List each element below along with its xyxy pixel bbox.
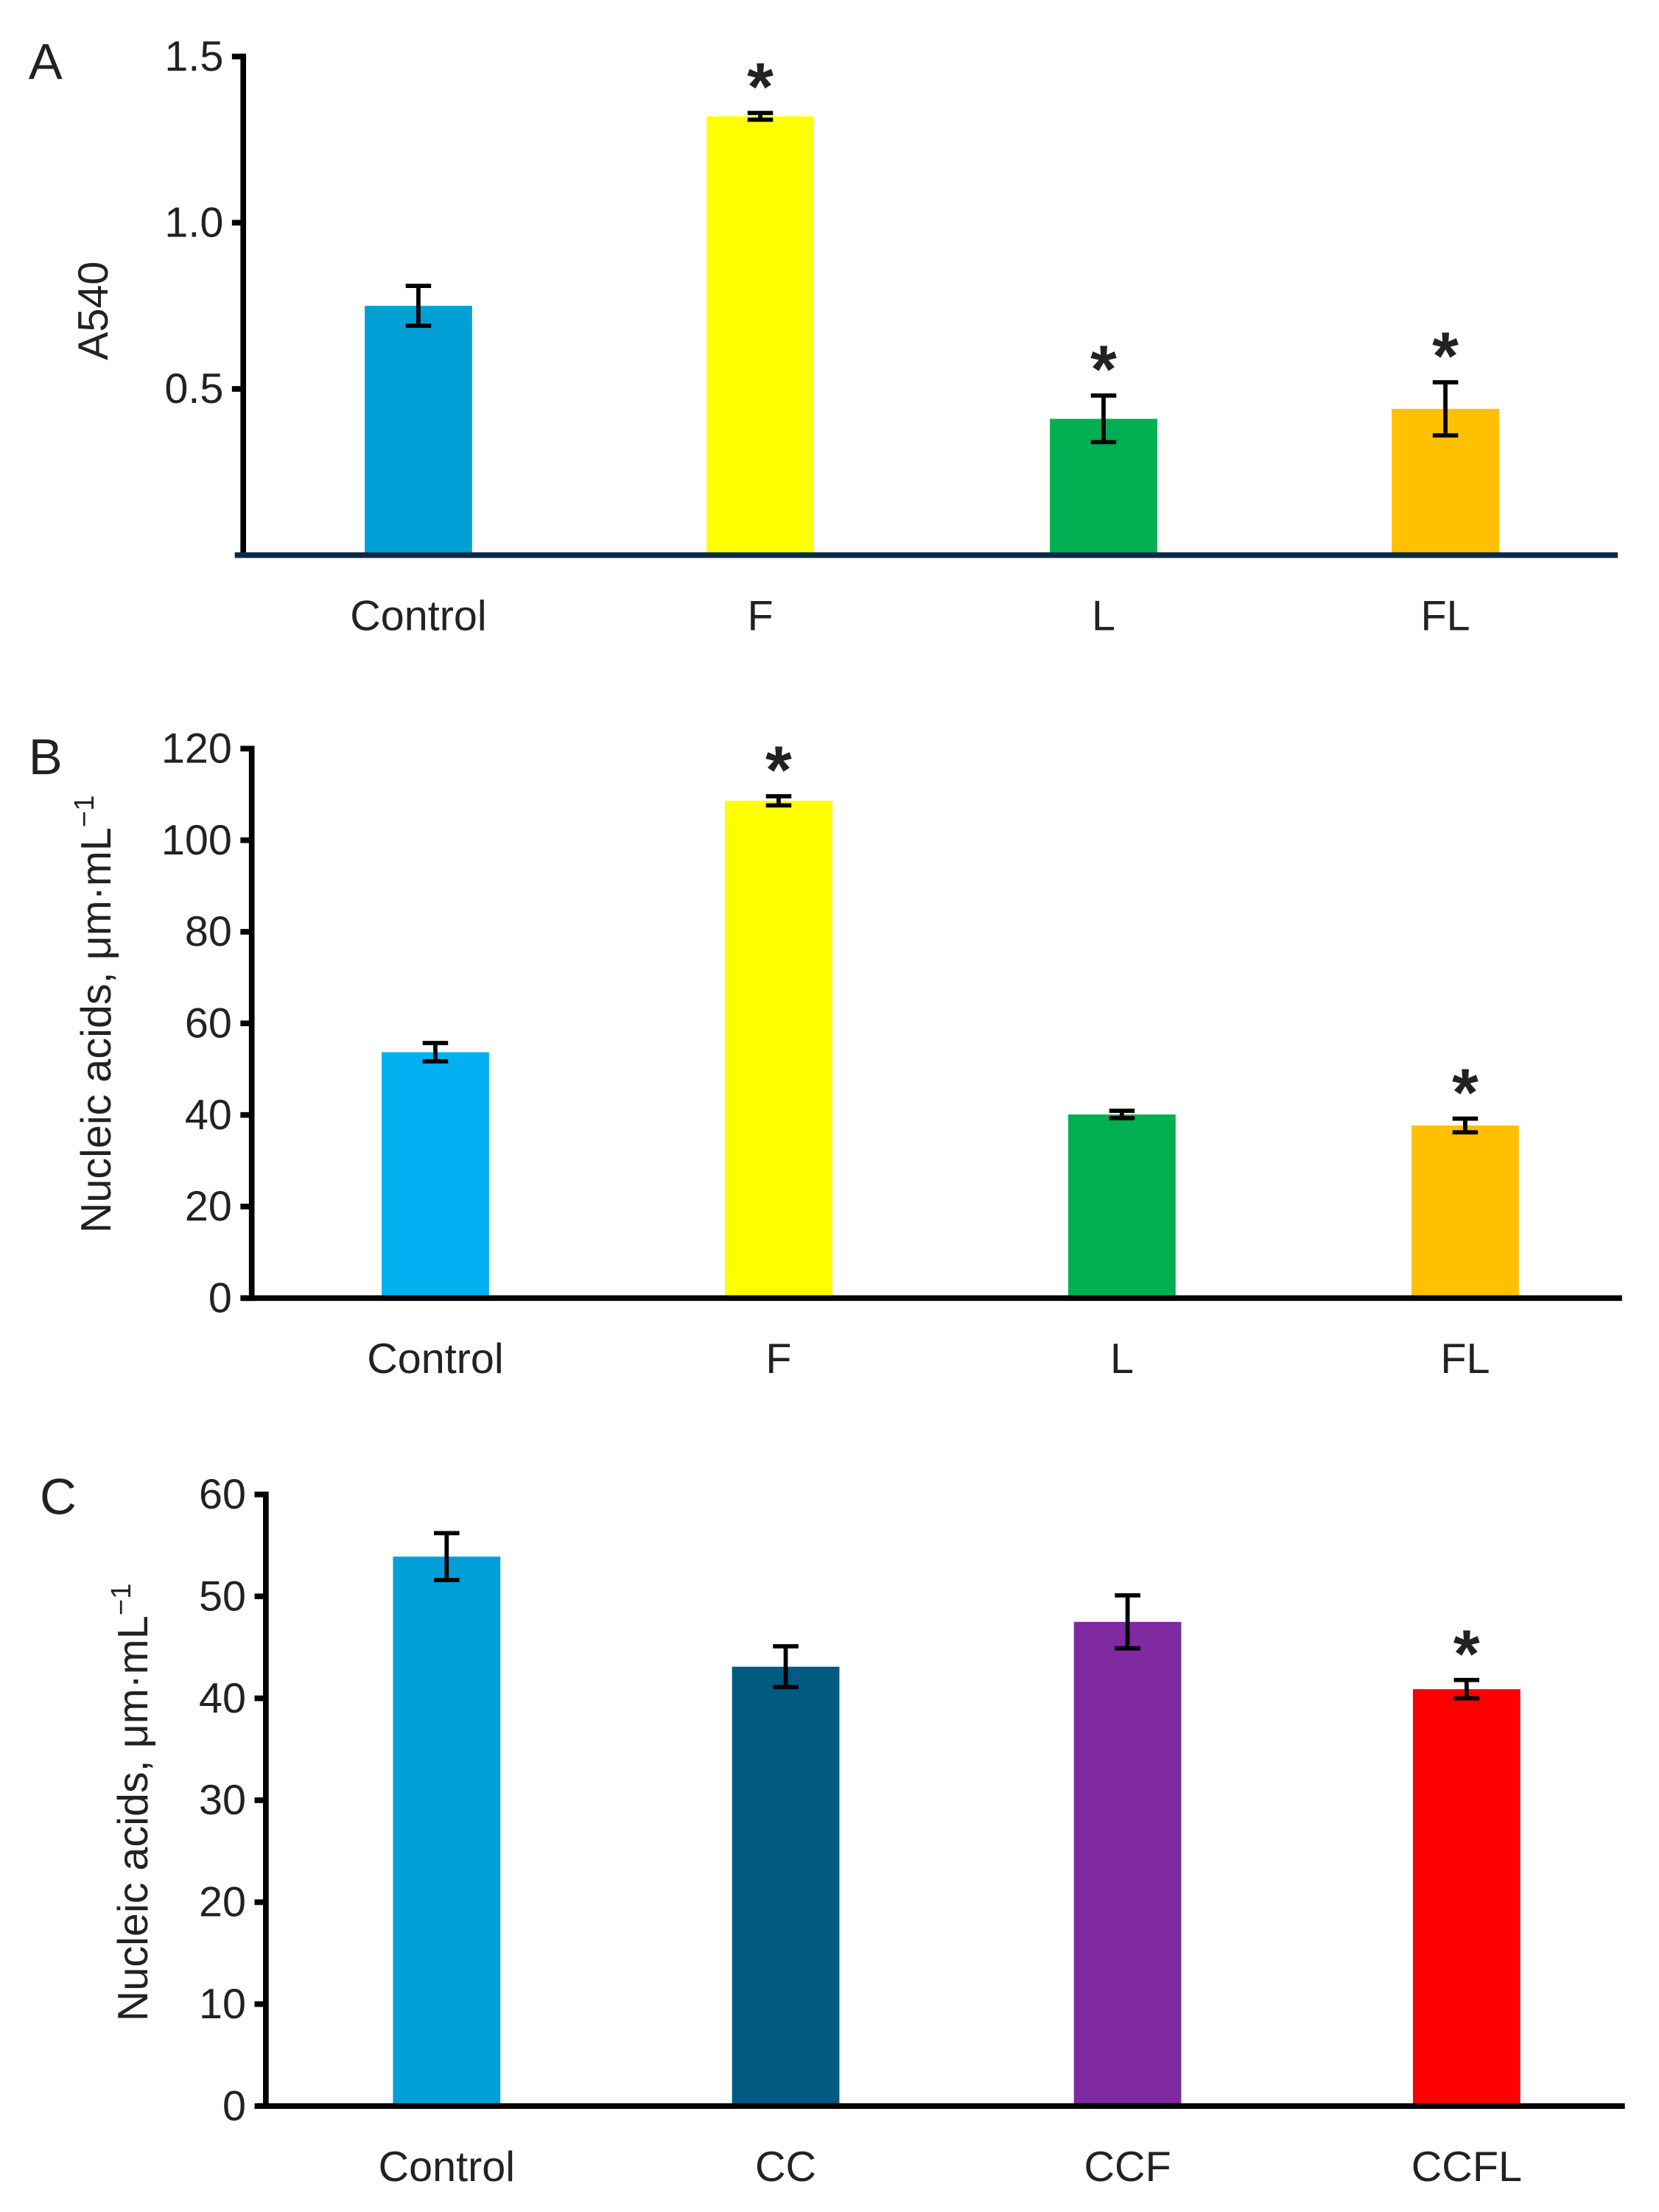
y-tick-label: 30 [199, 1777, 246, 1824]
x-tick-label: CC [755, 2143, 816, 2191]
bar-control [365, 306, 472, 555]
significance-asterisk: * [765, 732, 792, 808]
error-bar [1453, 1677, 1480, 1701]
y-tick-label: 40 [199, 1675, 246, 1722]
error-bar [434, 1531, 460, 1582]
significance-asterisk: * [1453, 1616, 1480, 1692]
bar-f [706, 116, 814, 555]
x-tick-label: FL [1440, 1335, 1490, 1383]
bar-l [1068, 1114, 1176, 1299]
error-bar [773, 1644, 799, 1690]
y-tick-label: 1.0 [164, 200, 223, 247]
y-tick-label: 50 [199, 1573, 246, 1620]
y-tick-label: 0 [208, 1274, 232, 1321]
y-tick-label: 100 [161, 817, 232, 864]
x-tick-label: CCFL [1411, 2143, 1522, 2191]
panel-a-letter: A [29, 33, 63, 90]
y-tick-label: 1.5 [164, 33, 223, 80]
error-bar [1109, 1109, 1135, 1120]
significance-asterisk: * [747, 49, 774, 125]
y-axis-label: A540 [70, 261, 117, 360]
y-tick-label: 10 [199, 1981, 246, 2028]
x-tick-label: FL [1421, 592, 1470, 639]
x-tick-label: Control [367, 1335, 503, 1383]
y-tick-label: 20 [185, 1183, 232, 1230]
error-bar [1452, 1116, 1479, 1135]
y-axis-label: Nucleic acids, μm·mL−1 [69, 796, 120, 1234]
bar-fl [1411, 1125, 1519, 1299]
bar-cc [732, 1666, 840, 2107]
bar-f [725, 801, 832, 1299]
x-tick-label: F [747, 592, 773, 639]
panel-c: Control CC CCF * CCFL 0 10 20 30 40 50 60 Nucleic ac… [105, 1471, 1625, 2191]
y-axis-label-superscript: −1 [105, 1584, 137, 1616]
y-axis-label: Nucleic acids, μm·mL−1 [105, 1584, 157, 2022]
x-tick-label: F [765, 1335, 791, 1383]
error-bar [1115, 1593, 1140, 1651]
x-tick-label: Control [350, 592, 486, 639]
error-bar [1432, 380, 1459, 438]
y-tick-label: 60 [199, 1471, 246, 1518]
error-bar [1090, 393, 1117, 445]
x-tick-label: L [1092, 592, 1115, 639]
error-bar [765, 794, 792, 808]
x-tick-label: L [1110, 1335, 1134, 1383]
y-tick-label: 0 [222, 2082, 246, 2130]
error-bar [405, 284, 432, 329]
bar-ccf [1073, 1621, 1182, 2107]
y-axis-label-superscript: −1 [69, 796, 100, 828]
y-tick-label: 40 [185, 1092, 232, 1139]
y-tick-label: 0.5 [164, 365, 223, 412]
y-tick-label: 60 [185, 1000, 232, 1047]
significance-asterisk: * [1432, 318, 1459, 394]
y-tick-label: 20 [199, 1879, 246, 1926]
error-bar [422, 1041, 449, 1064]
y-axis-label-text: Nucleic acids, μm·mL [73, 827, 120, 1233]
error-bar [747, 110, 774, 122]
significance-asterisk: * [1090, 331, 1117, 407]
bar-control [393, 1556, 501, 2107]
x-tick-label: CCF [1084, 2143, 1171, 2191]
y-tick-label: 120 [161, 726, 232, 773]
x-tick-label: Control [379, 2143, 515, 2191]
y-axis-label-text: Nucleic acids, μm·mL [110, 1615, 157, 2021]
bar-ccfl [1412, 1689, 1521, 2107]
panel-c-letter: C [40, 1469, 77, 1525]
significance-asterisk: * [1452, 1055, 1479, 1131]
y-axis-label-text: A540 [70, 261, 117, 360]
panel-b-letter: B [29, 728, 63, 785]
panel-a: Control * F * L * FL 0.5 1.0 1.5 A540 [70, 33, 1618, 639]
y-tick-label: 80 [185, 908, 232, 955]
bar-control [382, 1052, 489, 1299]
